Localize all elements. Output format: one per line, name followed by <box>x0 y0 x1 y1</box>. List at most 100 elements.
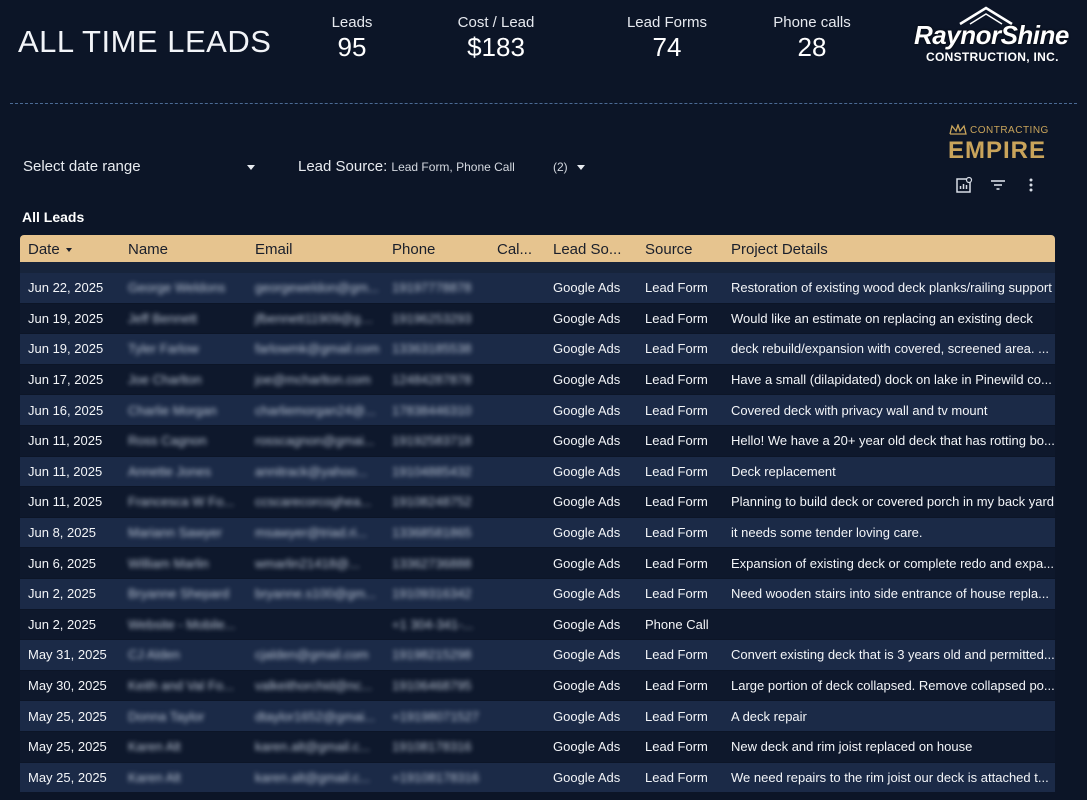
cell-lead-source: Google Ads <box>553 739 621 755</box>
table-scroll-spacer <box>20 262 1055 273</box>
column-header-lead-source[interactable]: Lead So... <box>553 240 622 258</box>
column-header-name[interactable]: Name <box>128 240 169 258</box>
cell-name: George Weldons <box>128 280 226 296</box>
header-divider <box>10 103 1077 104</box>
column-header-project-details[interactable]: Project Details <box>731 240 828 258</box>
cell-email: bryanne.s100@gm... <box>255 586 376 602</box>
logo-brand-name: RaynorShine <box>914 20 1069 50</box>
cell-name: Donna Taylor <box>128 708 205 724</box>
table-header: Date Name Email Phone Cal... Lead So... … <box>20 235 1055 262</box>
table-row[interactable]: Jun 22, 2025 George Weldons georgeweldon@g… <box>20 273 1055 304</box>
table-row[interactable]: May 25, 2025 Karen Alt karen.alt@gmail.c..… <box>20 762 1055 794</box>
page-title: ALL TIME LEADS <box>18 24 272 59</box>
chevron-down-icon <box>577 165 585 170</box>
kpi-value: 74 <box>652 32 682 62</box>
column-header-email[interactable]: Email <box>255 240 293 258</box>
cell-details: Would like an estimate on replacing an e… <box>731 310 1033 326</box>
cell-lead-source: Google Ads <box>553 525 621 541</box>
cell-date: Jun 19, 2025 <box>28 341 104 357</box>
cell-phone: +19198071527 <box>392 708 480 724</box>
cell-source: Lead Form <box>645 341 708 357</box>
more-options-button[interactable] <box>1022 176 1040 199</box>
cell-phone: 19197778878 <box>392 280 472 296</box>
cell-details: Restoration of existing wood deck planks… <box>731 280 1052 296</box>
cell-email: ccscarecorcoghea... <box>255 494 372 510</box>
cell-phone: 19108248752 <box>392 494 472 510</box>
cell-details: Hello! We have a 20+ year old deck that … <box>731 433 1055 449</box>
column-header-source[interactable]: Source <box>645 240 693 258</box>
cell-name: Karen Alt <box>128 739 181 755</box>
cell-name: Charlie Morgan <box>128 402 217 418</box>
cell-date: Jun 2, 2025 <box>28 616 96 632</box>
lead-source-count: (2) <box>553 160 568 174</box>
lead-source-filter[interactable]: Lead Source: Lead Form, Phone Call (2) <box>298 158 588 175</box>
cell-name: CJ Alden <box>128 647 181 663</box>
table-row[interactable]: May 25, 2025 Karen Alt karen.alt@gmail.c..… <box>20 731 1055 763</box>
cell-email: karen.alt@gmail.c... <box>255 769 371 785</box>
column-header-call[interactable]: Cal... <box>497 240 533 258</box>
table-row[interactable]: Jun 11, 2025 Annette Jones annitrack@yahoo… <box>20 456 1055 488</box>
cell-lead-source: Google Ads <box>553 769 621 785</box>
cell-details: Have a small (dilapidated) dock on lake … <box>731 372 1052 388</box>
cell-email: dtaylor1652@gmai... <box>255 708 376 724</box>
cell-date: Jun 17, 2025 <box>28 372 104 388</box>
cell-phone: 19196253293 <box>392 310 472 326</box>
cell-phone: 19106468795 <box>392 678 472 694</box>
column-header-phone[interactable]: Phone <box>392 240 436 258</box>
kpi-leads: Leads 95 <box>322 14 382 63</box>
cell-lead-source: Google Ads <box>553 555 621 571</box>
chart-insights-button[interactable] <box>955 176 973 199</box>
cell-name: Annette Jones <box>128 463 212 479</box>
cell-details: deck rebuild/expansion with covered, scr… <box>731 341 1049 357</box>
table-row[interactable]: May 30, 2025 Keith and Val Fo... valkeitho… <box>20 670 1055 702</box>
table-row[interactable]: Jun 2, 2025 Bryanne Shepard bryanne.s100@g… <box>20 578 1055 610</box>
cell-lead-source: Google Ads <box>553 678 621 694</box>
table-row[interactable]: Jun 17, 2025 Joe Charlton joe@mcharlton.co… <box>20 364 1055 396</box>
cell-phone: 13368581865 <box>392 525 472 541</box>
table-row[interactable]: Jun 11, 2025 Ross Cagnon rosscagnon@gmai..… <box>20 425 1055 457</box>
cell-date: Jun 16, 2025 <box>28 402 104 418</box>
table-row[interactable]: Jun 19, 2025 Tyler Farlow farlowmk@gmail.c… <box>20 334 1055 365</box>
table-row[interactable]: Jun 6, 2025 William Marlin wmarlin21418@..… <box>20 548 1055 579</box>
cell-name: Bryanne Shepard <box>128 586 230 602</box>
cell-phone: 13363185538 <box>392 341 472 357</box>
date-range-select[interactable]: Select date range <box>23 158 258 175</box>
table-row[interactable]: Jun 8, 2025 Mariann Sawyer msawyer@triad.r… <box>20 517 1055 549</box>
cell-phone: 17838446310 <box>392 402 472 418</box>
table-row[interactable]: May 31, 2025 CJ Alden cjalden@gmail.com 191… <box>20 640 1055 671</box>
cell-lead-source: Google Ads <box>553 341 621 357</box>
table-row[interactable]: Jun 16, 2025 Charlie Morgan charliemorgan2… <box>20 395 1055 426</box>
cell-lead-source: Google Ads <box>553 616 621 632</box>
table-row[interactable]: Jun 2, 2025 Website - Mobile... +1 304-341… <box>20 609 1055 641</box>
cell-date: Jun 6, 2025 <box>28 555 96 571</box>
more-vertical-icon <box>1029 178 1033 192</box>
cell-email: wmarlin21418@... <box>255 555 360 571</box>
logo-secondary-top: CONTRACTING <box>970 125 1049 136</box>
column-header-date[interactable]: Date <box>20 240 120 258</box>
cell-phone: 19108178316 <box>392 739 472 755</box>
cell-name: Website - Mobile... <box>128 616 236 632</box>
kpi-value: $183 <box>467 32 525 62</box>
cell-date: Jun 8, 2025 <box>28 525 96 541</box>
cell-email: rosscagnon@gmai... <box>255 433 375 449</box>
kpi-label: Lead Forms <box>626 14 708 31</box>
crown-icon <box>949 124 967 135</box>
cell-details: Need wooden stairs into side entrance of… <box>731 586 1049 602</box>
cell-source: Phone Call <box>645 616 709 632</box>
cell-date: Jun 11, 2025 <box>28 494 103 510</box>
table-row[interactable]: Jun 19, 2025 Jeff Bennett jfbennett11909@g… <box>20 303 1055 335</box>
date-range-label: Select date range <box>23 158 141 175</box>
cell-date: Jun 2, 2025 <box>28 586 96 602</box>
cell-source: Lead Form <box>645 280 708 296</box>
cell-lead-source: Google Ads <box>553 310 621 326</box>
cell-phone: 13362736888 <box>392 555 472 571</box>
table-row[interactable]: Jun 11, 2025 Francesca W Fo... ccscarecorc… <box>20 487 1055 518</box>
cell-source: Lead Form <box>645 678 708 694</box>
kpi-phone-calls: Phone calls 28 <box>766 14 858 63</box>
filter-button[interactable] <box>989 176 1007 199</box>
cell-email: msawyer@triad.ri... <box>255 525 368 541</box>
cell-date: Jun 22, 2025 <box>28 280 104 296</box>
cell-source: Lead Form <box>645 463 708 479</box>
cell-lead-source: Google Ads <box>553 586 621 602</box>
table-row[interactable]: May 25, 2025 Donna Taylor dtaylor1652@gmai… <box>20 701 1055 732</box>
